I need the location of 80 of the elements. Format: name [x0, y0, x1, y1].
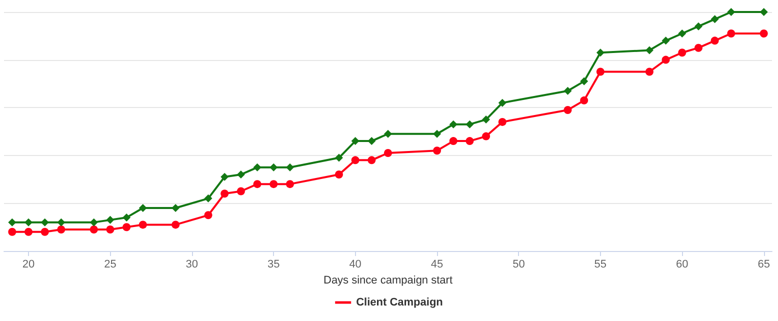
point	[694, 44, 702, 52]
point	[24, 228, 33, 236]
point	[351, 156, 360, 164]
point	[678, 48, 686, 57]
point	[645, 68, 654, 76]
x-tick-label: 55	[594, 258, 607, 270]
point	[106, 225, 114, 234]
point	[466, 137, 474, 146]
point	[220, 172, 229, 181]
point	[760, 30, 768, 38]
point	[368, 156, 376, 164]
point	[90, 225, 98, 234]
point	[220, 190, 229, 198]
x-tick-label: 40	[349, 258, 362, 270]
point	[662, 56, 670, 64]
point	[334, 170, 343, 179]
point	[645, 46, 654, 54]
point	[482, 132, 490, 140]
point	[368, 137, 376, 146]
point	[40, 228, 49, 236]
point	[694, 22, 702, 30]
x-tick-label: 30	[186, 258, 198, 270]
point	[498, 118, 506, 126]
point	[727, 8, 736, 16]
x-tick-label: 35	[267, 258, 280, 270]
point	[596, 68, 604, 76]
point	[236, 170, 245, 179]
point	[90, 218, 98, 226]
x-tick-label: 60	[676, 258, 688, 270]
point	[596, 48, 604, 57]
point	[24, 218, 33, 226]
x-tick-label: 20	[22, 258, 35, 270]
point	[727, 30, 736, 38]
point	[204, 194, 212, 202]
x-tick-label: 25	[104, 258, 116, 270]
point	[286, 163, 294, 172]
point	[710, 15, 719, 24]
point	[334, 154, 343, 162]
point	[8, 228, 16, 236]
point	[286, 180, 294, 188]
point	[466, 120, 474, 128]
point	[270, 180, 278, 188]
x-tick-label: 65	[758, 258, 770, 270]
point	[351, 137, 360, 146]
point	[138, 220, 147, 229]
point	[662, 36, 670, 45]
point	[433, 146, 442, 155]
point	[57, 218, 66, 226]
point	[122, 214, 131, 222]
x-tick-label: 45	[430, 258, 444, 270]
point	[760, 8, 768, 16]
point	[482, 116, 490, 124]
legend-label: Client Campaign	[356, 296, 444, 308]
point	[204, 211, 212, 220]
point	[433, 130, 442, 138]
point	[253, 163, 262, 172]
point	[384, 149, 392, 158]
point	[8, 218, 16, 226]
point	[172, 220, 180, 229]
x-axis-title: Days since campaign start	[324, 274, 452, 286]
point	[57, 225, 66, 234]
point	[122, 223, 131, 232]
x-tick-label: 50	[512, 258, 525, 270]
point	[449, 137, 458, 146]
point	[236, 187, 245, 196]
point	[138, 204, 147, 212]
point	[710, 36, 719, 45]
point	[564, 86, 572, 95]
point	[253, 180, 262, 188]
point	[106, 216, 114, 224]
point	[498, 98, 506, 107]
point	[270, 163, 278, 172]
point	[384, 130, 392, 138]
point	[40, 218, 49, 226]
point	[678, 30, 686, 38]
point	[449, 120, 458, 128]
point	[580, 96, 588, 104]
point	[172, 204, 180, 212]
point	[580, 77, 588, 86]
point	[564, 106, 572, 114]
